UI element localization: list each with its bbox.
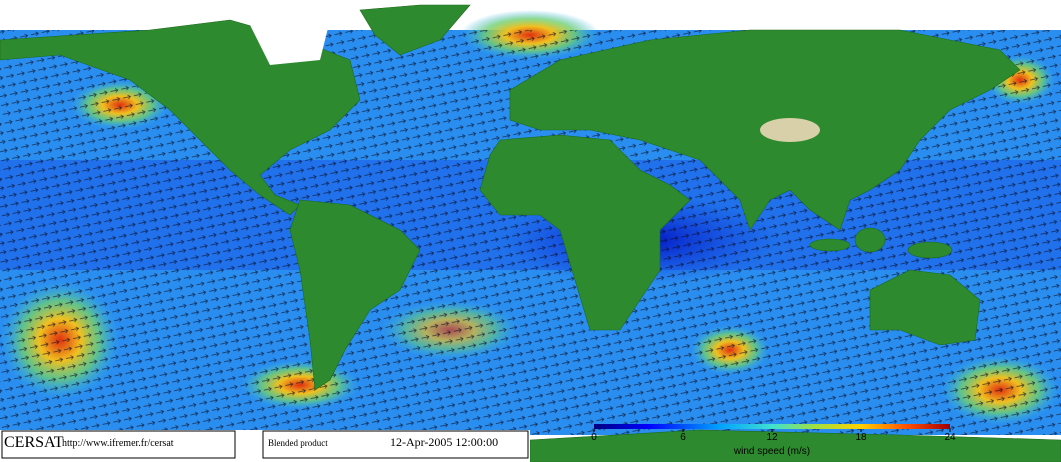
date: 12-Apr-2005 12:00:00 [390,435,498,449]
footer-box [1,430,236,459]
agency: CERSAT [4,434,64,451]
colorbar-tick-label: 18 [855,432,867,443]
colorbar-tick-label: 12 [766,432,778,443]
footer: CERSAT http://www.ifremer.fr/cersat Blen… [0,430,530,462]
colorbar-tick-label: 0 [591,432,597,443]
plateau [760,118,820,142]
footer-box [262,430,529,459]
colorbar-tick-label: 6 [680,432,686,443]
colorbar-label: wind speed (m/s) [733,446,810,457]
colorbar: 0 6 12 18 24 wind speed (m/s) [591,424,956,457]
colorbar-ramp [594,424,950,429]
ice [250,20,330,65]
url: http://www.ifremer.fr/cersat [62,438,174,449]
colorbar-tick-label: 24 [944,432,956,443]
product: Blended product [268,438,328,448]
